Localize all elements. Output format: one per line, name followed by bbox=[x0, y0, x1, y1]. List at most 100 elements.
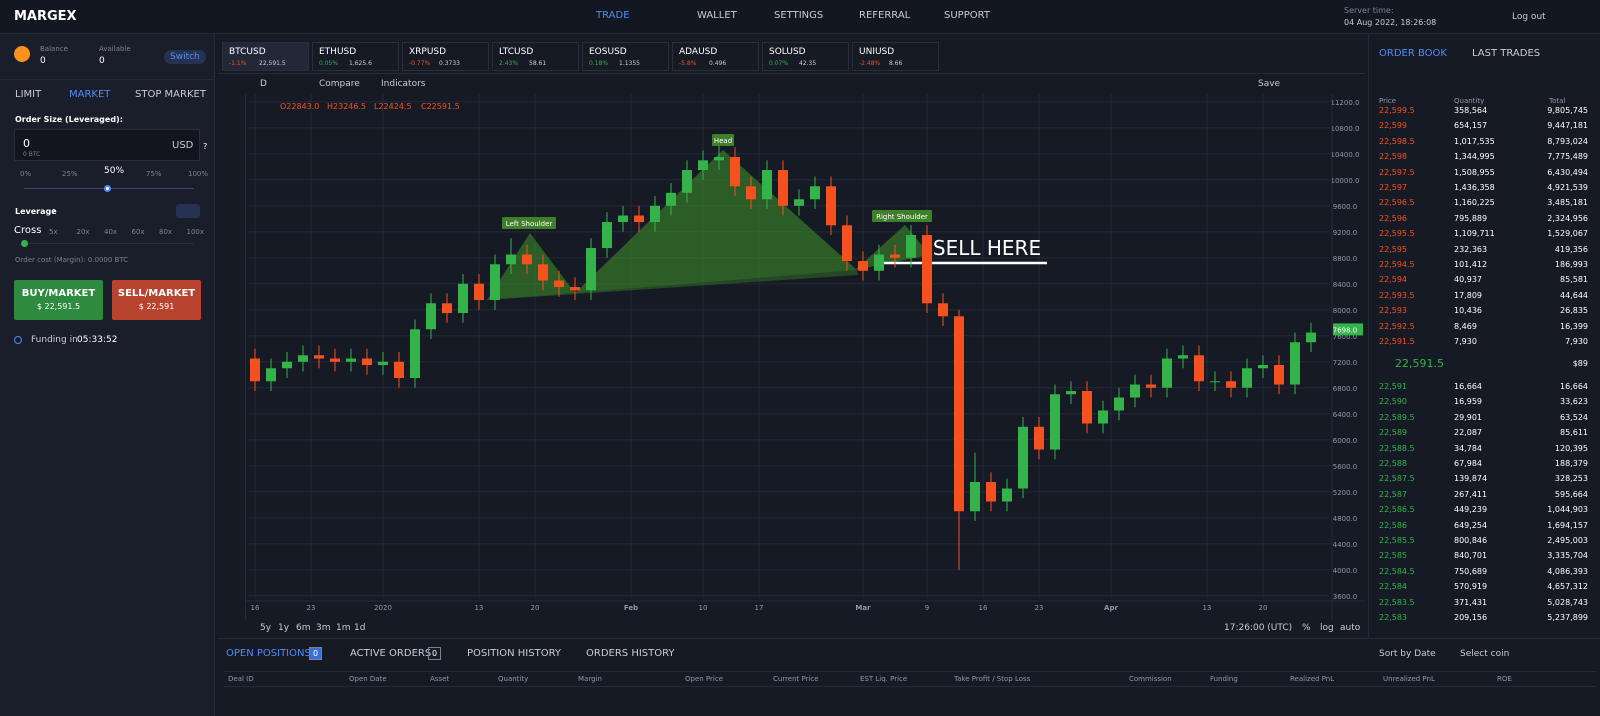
indicators[interactable]: Indicators bbox=[381, 79, 426, 89]
book-cell: 22,588.5 bbox=[1379, 443, 1415, 453]
range-button[interactable]: 3m bbox=[316, 623, 331, 633]
nav-item[interactable]: WALLET bbox=[697, 10, 737, 21]
percent-mark[interactable]: 75% bbox=[146, 170, 162, 178]
save[interactable]: Save bbox=[1258, 79, 1281, 89]
range-button[interactable]: 1m bbox=[336, 623, 351, 633]
book-tab[interactable]: ORDER BOOK bbox=[1379, 48, 1447, 59]
server-label: Server time: bbox=[1344, 6, 1394, 15]
nav-item[interactable]: SETTINGS bbox=[774, 10, 824, 21]
position-tab[interactable]: POSITION HISTORY bbox=[467, 648, 561, 659]
ticker-change: -0.77% bbox=[409, 60, 431, 67]
btc-icon bbox=[14, 46, 30, 62]
ticker[interactable]: SOLUSD 0.07% 42.35 bbox=[762, 42, 849, 71]
position-tab[interactable]: OPEN POSITIONS bbox=[226, 648, 311, 659]
size-label: Order Size (Leveraged): bbox=[15, 115, 123, 124]
book-cell: 22,087 bbox=[1454, 428, 1482, 438]
candle-body bbox=[474, 283, 484, 301]
ticker[interactable]: BTCUSD -1.1% 22,591.5 bbox=[222, 42, 309, 71]
ticker[interactable]: EOSUSD 0.18% 1.1355 bbox=[582, 42, 669, 71]
order-tab[interactable]: STOP MARKET bbox=[135, 89, 206, 100]
ticker[interactable]: UNIUSD -2.48% 8.66 bbox=[852, 42, 939, 71]
x-tick-label: 16 bbox=[979, 604, 988, 612]
compare[interactable]: Compare bbox=[319, 79, 360, 89]
range-button[interactable]: 1y bbox=[278, 623, 290, 633]
nav-item[interactable]: SUPPORT bbox=[944, 10, 990, 21]
sort[interactable]: Sort by Date bbox=[1379, 649, 1436, 659]
book-cell: 22,597 bbox=[1379, 183, 1407, 192]
range-button[interactable]: 5y bbox=[260, 623, 272, 633]
annotation: Left Shoulder bbox=[506, 220, 553, 228]
ticker[interactable]: XRPUSD -0.77% 0.3733 bbox=[402, 42, 489, 71]
leverage-mark[interactable]: 60x bbox=[131, 228, 145, 236]
buy-button[interactable]: BUY/MARKET $ 22,591.5 bbox=[14, 280, 103, 320]
column-header: ROE bbox=[1497, 675, 1512, 683]
y-tick-label: 10400.0 bbox=[1331, 151, 1360, 159]
column-header: Deal ID bbox=[228, 675, 254, 683]
book-cell: 9,805,745 bbox=[1547, 106, 1588, 115]
candle-body bbox=[1290, 342, 1300, 385]
book-cell: 22,598.5 bbox=[1379, 136, 1415, 146]
leverage-slider[interactable] bbox=[24, 243, 194, 244]
buy-price: $ 22,591.5 bbox=[36, 302, 81, 311]
percent-mark[interactable]: 25% bbox=[62, 170, 78, 178]
leverage-mark[interactable]: 5x bbox=[49, 228, 58, 236]
order-tab[interactable]: MARKET bbox=[69, 89, 111, 100]
column-header: Open Date bbox=[349, 675, 387, 683]
book-tab[interactable]: LAST TRADES bbox=[1472, 48, 1541, 59]
percent-mark[interactable]: 100% bbox=[188, 170, 209, 178]
ohlc-legend: O22843.0 bbox=[280, 102, 319, 111]
candle-body bbox=[282, 361, 292, 369]
ticker[interactable]: ETHUSD 0.05% 1,625.6 bbox=[312, 42, 399, 71]
x-tick-label: 13 bbox=[1203, 604, 1212, 612]
candle-body bbox=[890, 254, 900, 258]
candle-body bbox=[490, 264, 500, 301]
leverage-toggle[interactable] bbox=[176, 204, 200, 218]
position-tab[interactable]: ACTIVE ORDERS bbox=[350, 648, 432, 659]
ticker[interactable]: LTCUSD 2.43% 58.61 bbox=[492, 42, 579, 71]
ticker-price: 58.61 bbox=[529, 60, 547, 67]
leverage-mark[interactable]: 20x bbox=[76, 228, 90, 236]
order-tab[interactable]: LIMIT bbox=[15, 89, 42, 100]
range-button[interactable]: 1d bbox=[354, 623, 366, 633]
leverage-help[interactable]: ? bbox=[52, 208, 56, 216]
leverage-handle[interactable] bbox=[21, 240, 28, 247]
select-coin[interactable]: Select coin bbox=[1460, 649, 1510, 659]
ticker-symbol: ADAUSD bbox=[679, 47, 718, 57]
column-header: Margin bbox=[578, 675, 602, 683]
percent-mark[interactable]: 0% bbox=[20, 170, 32, 178]
book-cell: 371,431 bbox=[1454, 597, 1488, 607]
nav-item[interactable]: REFERRAL bbox=[859, 10, 911, 21]
logout[interactable]: Log out bbox=[1512, 12, 1546, 22]
switch-button[interactable]: Switch bbox=[164, 50, 206, 64]
x-tick-label: 20 bbox=[1259, 604, 1268, 612]
book-cell: 40,937 bbox=[1454, 275, 1482, 285]
scale-option[interactable]: log bbox=[1320, 623, 1334, 633]
ticker-symbol: SOLUSD bbox=[769, 47, 806, 57]
book-cell: 232,363 bbox=[1454, 244, 1488, 254]
price-tag-label: 7698.0 bbox=[1333, 326, 1358, 334]
size-input[interactable] bbox=[14, 129, 200, 161]
position-tab[interactable]: ORDERS HISTORY bbox=[586, 648, 675, 659]
ticker[interactable]: ADAUSD -5.8% 0.496 bbox=[672, 42, 759, 71]
interval[interactable]: D bbox=[260, 79, 267, 89]
cross[interactable]: Cross bbox=[14, 225, 42, 236]
brand[interactable]: MARGEX bbox=[14, 9, 77, 24]
price-tag bbox=[1333, 323, 1363, 336]
percent-mark[interactable]: 50% bbox=[104, 166, 125, 176]
range-button[interactable]: 6m bbox=[296, 623, 311, 633]
candle-body bbox=[1018, 426, 1028, 489]
leverage-mark[interactable]: 40x bbox=[104, 228, 118, 236]
ohlc-legend: C22591.5 bbox=[421, 102, 460, 111]
leverage-mark[interactable]: 100x bbox=[186, 228, 205, 236]
candle-body bbox=[682, 170, 692, 193]
book-cell: 840,701 bbox=[1454, 551, 1488, 561]
slider-handle[interactable] bbox=[104, 185, 111, 192]
scale-option[interactable]: auto bbox=[1340, 623, 1361, 633]
leverage-mark[interactable]: 80x bbox=[159, 228, 173, 236]
nav-item[interactable]: TRADE bbox=[596, 10, 630, 21]
sell-button[interactable]: SELL/MARKET $ 22,591 bbox=[112, 280, 201, 320]
help[interactable]: ? bbox=[203, 142, 208, 151]
book-cell: 1,017,535 bbox=[1454, 136, 1495, 146]
scale-option[interactable]: % bbox=[1302, 623, 1311, 633]
x-tick-label: Mar bbox=[855, 604, 871, 612]
